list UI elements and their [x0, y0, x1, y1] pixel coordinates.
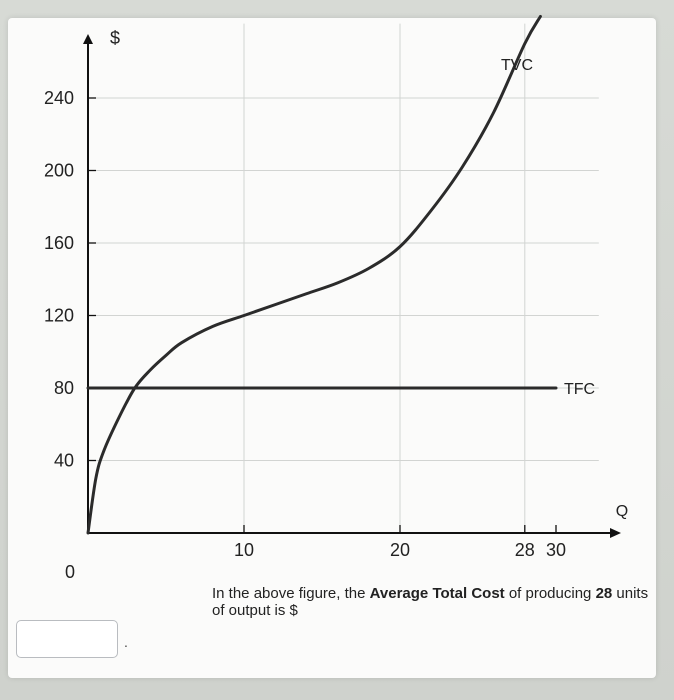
question-text-middle: of producing — [504, 585, 596, 602]
question-bold-28: 28 — [595, 585, 613, 602]
series-label-tfc: TFC — [564, 381, 595, 398]
x-axis-arrow — [610, 528, 621, 538]
question-text-before: In the above figure, the — [212, 585, 370, 602]
x-tick-label-10: 10 — [234, 540, 254, 560]
series-line-tvc — [86, 14, 542, 535]
y-tick-label-160: 160 — [44, 233, 74, 253]
y-tick-label-80: 80 — [54, 378, 74, 398]
question-bold-atc: Average Total Cost — [369, 585, 505, 602]
y-axis-label: $ — [110, 28, 120, 48]
question-text-after: units of output is $ — [212, 585, 649, 619]
question-card — [8, 18, 656, 678]
y-axis-arrow — [83, 34, 93, 44]
y-tick-label-120: 120 — [44, 306, 74, 326]
question-text: In the above figure, the Average Total C… — [212, 585, 652, 619]
y-tick-label-200: 200 — [44, 161, 74, 181]
x-axis-label: Q — [616, 503, 628, 520]
x-tick-label-30: 30 — [546, 540, 566, 560]
y-tick-label-40: 40 — [54, 451, 74, 471]
x-tick-label-28: 28 — [515, 540, 535, 560]
cost-chart: 40 80 120 160 200 240 0 10 20 28 30 $ Q TVC TFC — [44, 14, 628, 582]
series-label-tvc: TVC — [501, 57, 533, 74]
answer-period: . — [124, 634, 128, 650]
answer-input[interactable] — [16, 620, 118, 658]
y-tick-label-240: 240 — [44, 88, 74, 108]
x-tick-label-0: 0 — [65, 562, 75, 582]
x-tick-label-20: 20 — [390, 540, 410, 560]
